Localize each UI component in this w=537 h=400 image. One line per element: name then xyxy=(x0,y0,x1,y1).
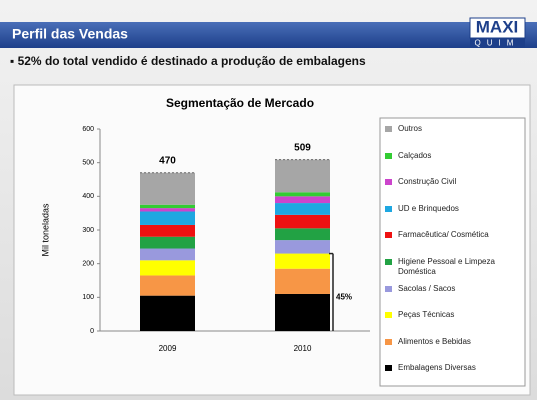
y-tick-label: 400 xyxy=(82,193,94,200)
bar-segment xyxy=(140,260,195,276)
y-tick-label: 600 xyxy=(82,126,94,133)
legend-label: Embalagens Diversas xyxy=(398,363,476,373)
bar-segment xyxy=(275,268,330,294)
bar-segment xyxy=(275,293,330,331)
header-title: Perfil das Vendas xyxy=(12,26,128,42)
legend-swatch xyxy=(385,152,392,159)
legend-label: Farmacêutica/ Cosmética xyxy=(398,230,489,240)
y-tick-label: 200 xyxy=(82,261,94,268)
bar-segment xyxy=(140,172,195,205)
chart-title: Segmentação de Mercado xyxy=(166,96,314,110)
legend-swatch xyxy=(385,232,392,239)
y-tick-label: 0 xyxy=(90,328,94,335)
legend-label: UD e Brinquedos xyxy=(398,203,459,213)
legend-swatch xyxy=(385,338,392,345)
legend-label: Outros xyxy=(398,124,423,133)
bar-segment xyxy=(140,275,195,296)
bar-segment xyxy=(140,248,195,261)
bar-segment xyxy=(140,236,195,249)
legend-label: Peças Técnicas xyxy=(398,310,455,320)
legend-swatch xyxy=(385,312,392,319)
y-axis-label: Mil toneladas xyxy=(40,203,50,257)
legend-swatch xyxy=(385,179,392,186)
legend-swatch xyxy=(385,126,392,132)
bar-segment xyxy=(275,214,330,229)
bar-segment xyxy=(275,228,330,241)
legend-swatch xyxy=(385,285,392,292)
logo-bottom: QUIM xyxy=(475,39,520,48)
legend-label: Construção Civil xyxy=(398,177,457,187)
legend-label: Higiene Pessoal e Limpeza Doméstica xyxy=(398,257,495,276)
logo-top: MAXI xyxy=(476,17,519,36)
bar-segment xyxy=(275,253,330,269)
bar-segment xyxy=(275,196,330,204)
header-bar xyxy=(0,22,537,48)
legend-label: Alimentos e Bebidas xyxy=(398,336,471,346)
legend-label: Sacolas / Sacos xyxy=(398,283,456,293)
y-tick-label: 300 xyxy=(82,227,94,234)
y-tick-label: 100 xyxy=(82,294,94,301)
legend-swatch xyxy=(385,205,392,212)
legend-swatch xyxy=(385,365,392,372)
bar-segment xyxy=(140,295,195,331)
legend-box xyxy=(379,117,526,387)
legend-swatch xyxy=(385,259,392,265)
legend-label: Calçados xyxy=(398,150,432,160)
total-label: 470 xyxy=(159,155,176,166)
bar-segment xyxy=(140,208,195,212)
x-tick-label: 2009 xyxy=(159,344,177,353)
x-tick-label: 2010 xyxy=(294,344,312,353)
bar-segment xyxy=(275,203,330,215)
bar-segment xyxy=(140,211,195,225)
annotation: 45% xyxy=(336,292,352,301)
bar-segment xyxy=(140,224,195,237)
bar-segment xyxy=(140,204,195,209)
subtitle: ▪ 52% do total vendido é destinado a pro… xyxy=(10,54,366,68)
bar-segment xyxy=(275,240,330,254)
bar-segment xyxy=(275,159,330,193)
y-tick-label: 500 xyxy=(82,160,94,167)
bar-segment xyxy=(275,192,330,197)
total-label: 509 xyxy=(294,142,311,153)
logo-band xyxy=(470,38,525,48)
